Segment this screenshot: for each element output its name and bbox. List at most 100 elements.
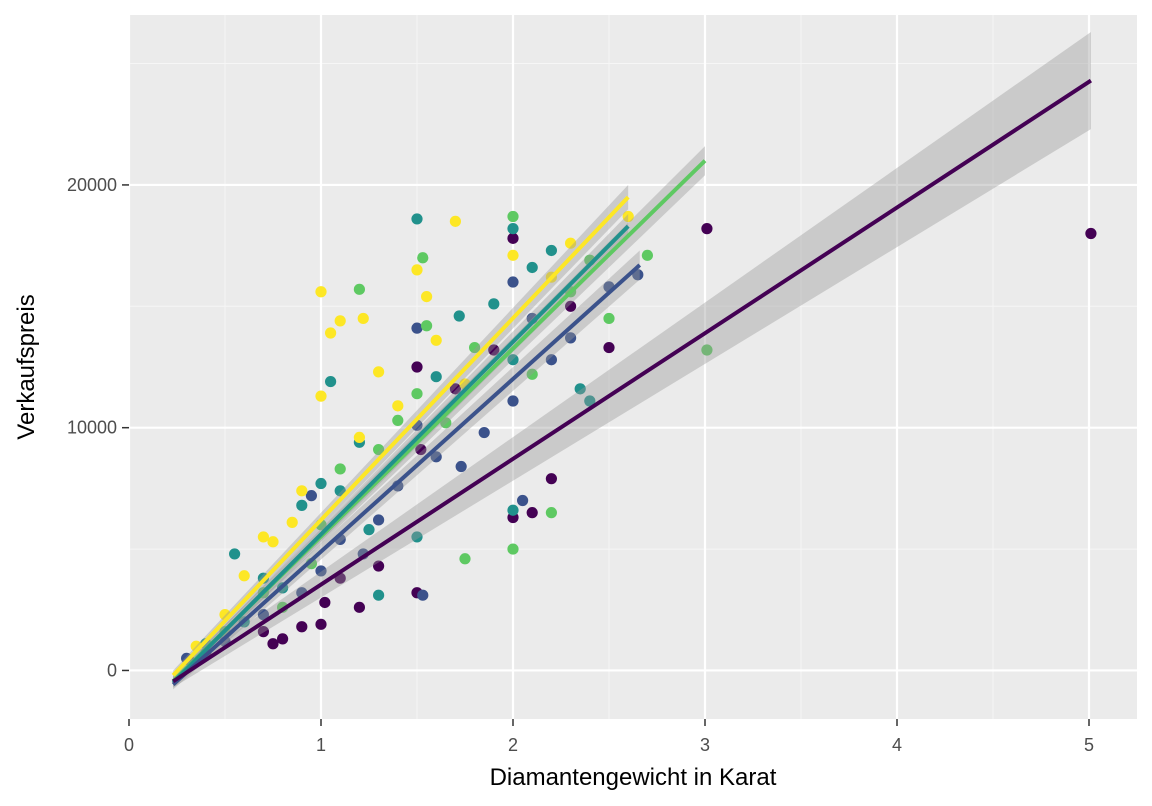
data-point bbox=[421, 291, 433, 303]
data-point bbox=[373, 560, 385, 572]
data-point bbox=[488, 344, 500, 356]
data-point bbox=[449, 383, 461, 395]
data-point bbox=[603, 312, 615, 325]
x-tick-label: 4 bbox=[892, 735, 902, 755]
data-point bbox=[545, 507, 558, 519]
data-point bbox=[353, 431, 365, 443]
data-point bbox=[411, 322, 423, 334]
x-axis-title: Diamantengewicht in Karat bbox=[490, 764, 777, 791]
data-point bbox=[507, 354, 519, 366]
data-point bbox=[325, 375, 337, 388]
y-tick-label: 0 bbox=[107, 660, 117, 680]
data-point bbox=[701, 344, 713, 356]
data-point bbox=[455, 460, 467, 473]
data-point bbox=[325, 327, 337, 339]
data-point bbox=[430, 334, 442, 346]
data-point bbox=[296, 485, 308, 497]
data-point bbox=[296, 499, 308, 511]
data-point bbox=[411, 213, 423, 225]
data-point bbox=[353, 601, 365, 613]
data-point bbox=[415, 443, 427, 456]
data-point bbox=[257, 626, 269, 638]
data-point bbox=[315, 286, 327, 298]
confidence-ribbon bbox=[173, 31, 1091, 688]
data-point bbox=[421, 320, 433, 332]
data-point bbox=[565, 237, 577, 249]
regression-line bbox=[171, 195, 630, 677]
data-point bbox=[373, 589, 385, 601]
data-point bbox=[507, 223, 519, 235]
data-point bbox=[373, 514, 385, 526]
data-point bbox=[373, 366, 385, 378]
data-point bbox=[507, 249, 519, 261]
data-point bbox=[622, 210, 634, 223]
data-point bbox=[641, 249, 654, 261]
data-point bbox=[411, 531, 423, 543]
data-point bbox=[286, 516, 298, 528]
data-point bbox=[488, 298, 500, 310]
data-point bbox=[305, 490, 317, 502]
data-point bbox=[565, 332, 577, 344]
data-point bbox=[353, 283, 365, 295]
data-point bbox=[507, 210, 519, 223]
data-point bbox=[363, 524, 375, 536]
data-point bbox=[296, 621, 308, 633]
data-point bbox=[277, 633, 289, 645]
y-tick-label: 10000 bbox=[67, 418, 117, 438]
data-point bbox=[411, 361, 423, 373]
data-point bbox=[257, 609, 269, 621]
regression-line bbox=[171, 224, 630, 684]
regression-line bbox=[171, 263, 642, 687]
data-point bbox=[507, 232, 519, 244]
data-point bbox=[417, 252, 429, 264]
data-point bbox=[417, 589, 429, 601]
data-point bbox=[334, 315, 346, 327]
data-point bbox=[373, 443, 385, 456]
y-axis-title: Verkaufspreis bbox=[13, 294, 40, 439]
data-point bbox=[701, 223, 713, 235]
y-tick-label: 20000 bbox=[67, 175, 117, 195]
data-point bbox=[584, 395, 596, 407]
data-point bbox=[507, 395, 519, 407]
data-point bbox=[453, 310, 465, 322]
data-point bbox=[526, 368, 538, 380]
data-point bbox=[469, 341, 481, 354]
data-point bbox=[229, 548, 241, 560]
data-point bbox=[334, 463, 346, 475]
data-point bbox=[507, 504, 519, 516]
data-points bbox=[181, 210, 1097, 666]
x-tick-label: 3 bbox=[700, 735, 710, 755]
data-point bbox=[257, 531, 269, 543]
x-axis: 0 1 2 3 4 5 bbox=[124, 719, 1094, 755]
x-tick-label: 0 bbox=[124, 735, 134, 755]
data-point bbox=[440, 417, 452, 429]
data-point bbox=[545, 473, 558, 485]
data-point bbox=[545, 354, 558, 366]
data-point bbox=[315, 390, 327, 402]
regression-lines bbox=[171, 78, 1093, 687]
regression-line bbox=[172, 78, 1093, 684]
x-tick-label: 2 bbox=[508, 735, 518, 755]
data-point bbox=[392, 400, 404, 412]
data-point bbox=[574, 383, 586, 395]
data-point bbox=[459, 553, 471, 565]
data-point bbox=[430, 371, 442, 383]
data-point bbox=[545, 244, 558, 257]
data-point bbox=[430, 451, 442, 463]
data-point bbox=[315, 477, 327, 490]
grid-minor bbox=[129, 15, 1137, 719]
data-point bbox=[478, 426, 490, 439]
data-point bbox=[1085, 227, 1097, 240]
data-point bbox=[526, 261, 538, 274]
data-point bbox=[267, 638, 279, 650]
data-point bbox=[315, 565, 327, 577]
data-point bbox=[565, 300, 577, 312]
data-point bbox=[411, 264, 423, 276]
x-tick-label: 1 bbox=[316, 735, 326, 755]
data-point bbox=[392, 414, 404, 427]
data-point bbox=[526, 507, 538, 519]
data-point bbox=[315, 618, 327, 630]
y-axis: 0 10000 20000 bbox=[67, 175, 129, 680]
grid-major bbox=[127, 15, 1137, 719]
